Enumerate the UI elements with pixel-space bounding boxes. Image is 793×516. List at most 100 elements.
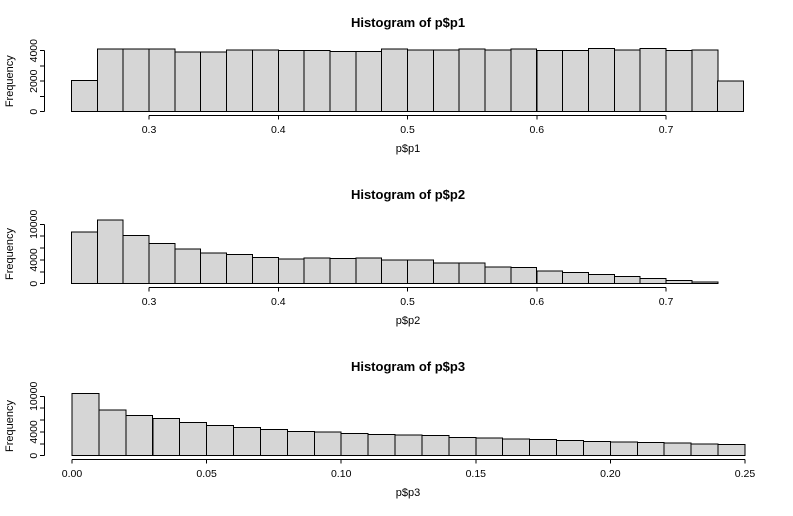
x-tick-label: 0.5 — [400, 296, 415, 308]
y-tick-label: 0 — [28, 281, 40, 287]
chart-title: Histogram of p$p2 — [351, 187, 465, 202]
x-axis-label: p$p2 — [396, 315, 420, 327]
x-tick-label: 0.25 — [735, 468, 756, 480]
x-tick-label: 0.7 — [659, 296, 674, 308]
histogram-bar — [663, 442, 692, 457]
histogram-bar — [98, 409, 127, 457]
histogram-bar — [125, 414, 154, 457]
histogram-bar — [421, 435, 450, 457]
histogram-bar — [206, 424, 235, 457]
y-axis-label: Frequency — [4, 55, 16, 107]
x-tick-label: 0.4 — [271, 124, 286, 136]
histogram-bar — [639, 277, 667, 285]
histogram-bar — [200, 252, 228, 285]
panel-histogram-p3: 0.00 0.05 0.10 0.15 0.20 0.25 0 4000 10000 Histog… — [0, 344, 793, 516]
histogram-bar — [251, 49, 279, 113]
histogram-p1-chart: 0.3 0.4 0.5 0.6 0.7 0 2000 4000 Histogram of p$p… — [4, 15, 745, 155]
histogram-bar — [286, 430, 315, 457]
histogram-bar — [432, 49, 460, 113]
x-tick-label: 0.6 — [529, 124, 544, 136]
histogram-bar — [458, 48, 486, 113]
histogram-bar — [510, 48, 538, 113]
histogram-bar — [690, 443, 719, 457]
histogram-bar — [251, 256, 279, 285]
histogram-bar — [639, 47, 667, 113]
histogram-bar — [152, 417, 181, 457]
histogram-bar — [665, 280, 693, 285]
histogram-bar — [381, 259, 409, 285]
histogram-bar — [226, 254, 254, 285]
y-tick-label: 0 — [28, 109, 40, 115]
x-tick-label: 0.10 — [331, 468, 352, 480]
histogram-bar — [529, 439, 557, 457]
histogram-p2-chart: 0.3 0.4 0.5 0.6 0.7 0 4000 10000 Histogram of p$… — [4, 187, 719, 327]
histogram-bar — [691, 281, 719, 285]
histogram-bar — [381, 48, 409, 113]
histogram-bar — [510, 267, 538, 285]
histogram-bar — [340, 433, 369, 457]
histogram-bar — [96, 219, 124, 285]
y-tick-label: 4000 — [28, 39, 40, 63]
x-tick-label: 0.15 — [466, 468, 487, 480]
histogram-bar — [536, 270, 564, 285]
histogram-bar — [277, 258, 305, 285]
histogram-p3-chart: 0.00 0.05 0.10 0.15 0.20 0.25 0 4000 10000 Histog… — [4, 359, 756, 499]
histogram-bar — [329, 258, 357, 285]
y-tick-label: 4000 — [28, 420, 40, 444]
histogram-bar — [174, 51, 202, 113]
y-axis-label: Frequency — [4, 228, 16, 280]
histogram-bar — [502, 438, 531, 457]
y-tick-label: 4000 — [28, 248, 40, 272]
x-tick-label: 0.05 — [196, 468, 217, 480]
histogram-bar — [355, 257, 383, 285]
histogram-bar — [613, 275, 641, 285]
histogram-bar — [717, 80, 745, 113]
histogram-bar — [122, 235, 150, 285]
histogram-bar — [407, 49, 434, 113]
y-tick-label: 2000 — [28, 69, 40, 93]
x-tick-label: 0.3 — [142, 296, 157, 308]
histogram-bar — [562, 271, 589, 285]
y-tick-label: 0 — [28, 453, 40, 459]
histogram-bar — [96, 48, 124, 113]
histogram-bar — [665, 50, 693, 113]
chart-title: Histogram of p$p1 — [351, 15, 465, 30]
histogram-bar — [277, 50, 305, 113]
histogram-bar — [717, 443, 746, 457]
histogram-bar — [394, 434, 423, 457]
histogram-bar — [367, 433, 396, 457]
histogram-bar — [200, 51, 228, 113]
histogram-bar — [609, 441, 638, 457]
histogram-bar — [329, 50, 357, 113]
histogram-bar — [484, 49, 512, 113]
histogram-bar — [691, 49, 719, 113]
x-tick-label: 0.4 — [271, 296, 286, 308]
histogram-bar — [562, 50, 589, 113]
x-tick-label: 0.7 — [659, 124, 674, 136]
histogram-bar — [484, 266, 512, 285]
x-axis-label: p$p3 — [396, 487, 420, 499]
x-axis-label: p$p1 — [396, 143, 420, 155]
histogram-bar — [588, 47, 615, 113]
histogram-bar — [458, 262, 486, 285]
histogram-bar — [313, 431, 342, 457]
histogram-bar — [407, 259, 434, 285]
histogram-bar — [148, 242, 176, 285]
y-tick-label: 10000 — [28, 210, 40, 239]
histogram-bar — [475, 437, 504, 457]
y-axis-label: Frequency — [4, 400, 16, 452]
histogram-bar — [613, 49, 641, 113]
x-tick-label: 0.5 — [400, 124, 415, 136]
panel-histogram-p1: 0.3 0.4 0.5 0.6 0.7 0 2000 4000 Histogram of p$p… — [0, 0, 793, 172]
histogram-bar — [226, 49, 254, 113]
histogram-bar — [448, 436, 477, 457]
histogram-bar — [174, 248, 202, 285]
histogram-bar — [71, 392, 100, 457]
histogram-bar — [71, 231, 98, 285]
histogram-bar — [355, 50, 383, 113]
x-tick-label: 0.20 — [600, 468, 621, 480]
y-tick-label: 10000 — [28, 382, 40, 411]
histogram-bar — [588, 274, 615, 285]
x-tick-label: 0.00 — [62, 468, 83, 480]
